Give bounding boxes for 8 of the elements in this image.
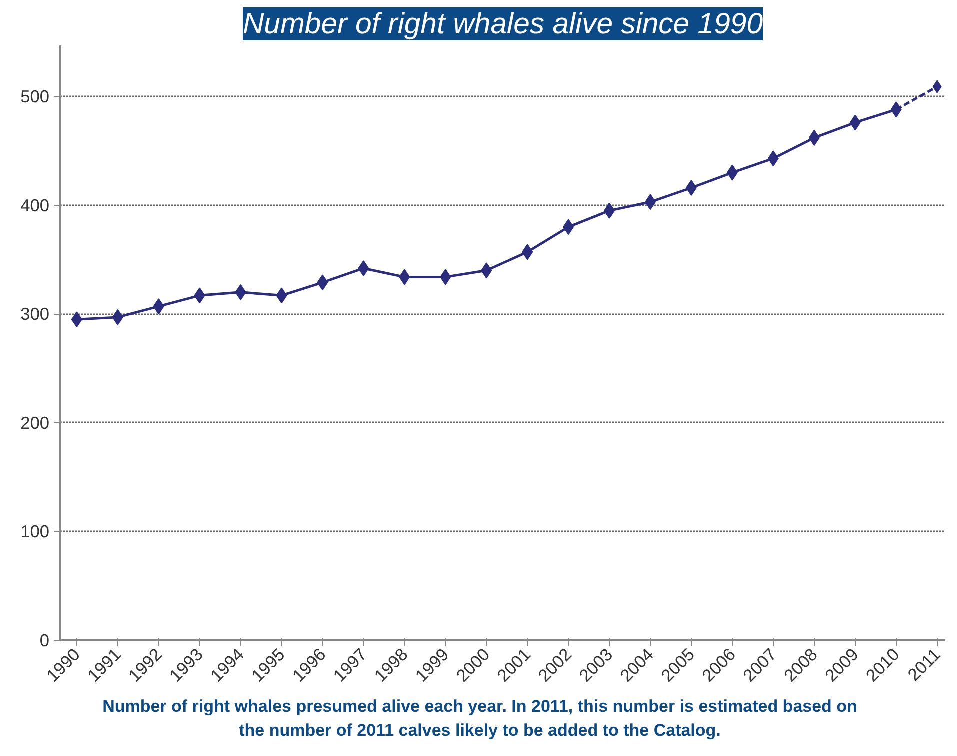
y-tick-label: 400 [20,195,50,216]
y-tick-label: 300 [20,304,50,324]
text: Number of right whales presumed alive each year. In 2011, this number is estimated based on the number of 2011 calves likely to be added to the Catalog. [102,696,858,742]
y-tick-label: 200 [20,412,50,433]
chart-title: Number of right whales alive since 1990 [242,8,764,40]
y-tick-label: 0 [40,630,50,650]
y-tick-label: 500 [20,86,50,107]
y-tick-label: 100 [20,522,50,542]
